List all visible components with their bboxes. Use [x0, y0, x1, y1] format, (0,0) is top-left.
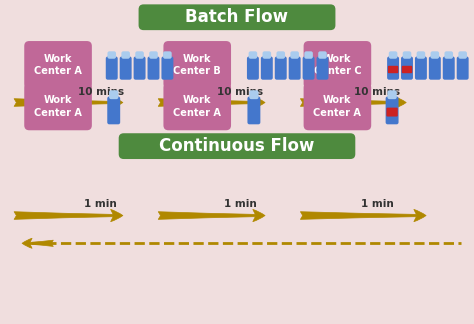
- Text: Work
Center C: Work Center C: [314, 54, 361, 76]
- Text: Work
Center B: Work Center B: [173, 54, 221, 76]
- Text: Batch Flow: Batch Flow: [185, 8, 289, 26]
- FancyBboxPatch shape: [387, 90, 397, 99]
- FancyBboxPatch shape: [387, 56, 399, 80]
- Text: Work
Center A: Work Center A: [34, 54, 82, 76]
- FancyBboxPatch shape: [107, 97, 120, 124]
- FancyBboxPatch shape: [386, 108, 398, 117]
- FancyBboxPatch shape: [24, 41, 92, 89]
- FancyBboxPatch shape: [149, 51, 158, 59]
- Text: 10 mins: 10 mins: [354, 87, 400, 97]
- FancyBboxPatch shape: [415, 56, 427, 80]
- FancyBboxPatch shape: [386, 97, 399, 124]
- FancyBboxPatch shape: [164, 41, 231, 89]
- FancyBboxPatch shape: [291, 51, 299, 59]
- FancyBboxPatch shape: [108, 51, 116, 59]
- FancyBboxPatch shape: [263, 51, 271, 59]
- FancyBboxPatch shape: [401, 56, 413, 80]
- Text: Work
Center A: Work Center A: [313, 95, 361, 118]
- FancyBboxPatch shape: [147, 56, 159, 80]
- Text: Work
Center A: Work Center A: [173, 95, 221, 118]
- FancyBboxPatch shape: [317, 56, 328, 80]
- FancyBboxPatch shape: [248, 51, 257, 59]
- FancyBboxPatch shape: [388, 66, 398, 73]
- FancyBboxPatch shape: [429, 56, 441, 80]
- FancyBboxPatch shape: [163, 51, 172, 59]
- FancyBboxPatch shape: [134, 56, 146, 80]
- Text: 1 min: 1 min: [224, 199, 256, 209]
- FancyBboxPatch shape: [304, 83, 371, 130]
- FancyBboxPatch shape: [138, 4, 336, 30]
- FancyBboxPatch shape: [417, 51, 425, 59]
- FancyBboxPatch shape: [121, 51, 130, 59]
- FancyBboxPatch shape: [389, 51, 397, 59]
- FancyBboxPatch shape: [302, 56, 315, 80]
- FancyBboxPatch shape: [275, 56, 287, 80]
- FancyBboxPatch shape: [135, 51, 144, 59]
- FancyBboxPatch shape: [403, 51, 411, 59]
- Text: 10 mins: 10 mins: [78, 87, 124, 97]
- FancyBboxPatch shape: [457, 56, 469, 80]
- FancyBboxPatch shape: [318, 51, 327, 59]
- Text: Continuous Flow: Continuous Flow: [159, 137, 315, 155]
- FancyBboxPatch shape: [458, 51, 467, 59]
- FancyBboxPatch shape: [120, 56, 132, 80]
- Text: Work
Center A: Work Center A: [34, 95, 82, 118]
- FancyBboxPatch shape: [109, 90, 118, 99]
- FancyBboxPatch shape: [304, 51, 313, 59]
- Text: 1 min: 1 min: [84, 199, 117, 209]
- FancyBboxPatch shape: [162, 56, 173, 80]
- FancyBboxPatch shape: [289, 56, 301, 80]
- Text: 1 min: 1 min: [361, 199, 393, 209]
- FancyBboxPatch shape: [106, 56, 118, 80]
- FancyBboxPatch shape: [247, 56, 259, 80]
- FancyBboxPatch shape: [249, 90, 258, 99]
- FancyBboxPatch shape: [402, 66, 412, 73]
- FancyBboxPatch shape: [430, 51, 439, 59]
- FancyBboxPatch shape: [247, 97, 260, 124]
- Text: 10 mins: 10 mins: [217, 87, 263, 97]
- FancyBboxPatch shape: [445, 51, 453, 59]
- FancyBboxPatch shape: [443, 56, 455, 80]
- FancyBboxPatch shape: [118, 133, 356, 159]
- FancyBboxPatch shape: [24, 83, 92, 130]
- FancyBboxPatch shape: [164, 83, 231, 130]
- FancyBboxPatch shape: [276, 51, 285, 59]
- FancyBboxPatch shape: [261, 56, 273, 80]
- FancyBboxPatch shape: [304, 41, 371, 89]
